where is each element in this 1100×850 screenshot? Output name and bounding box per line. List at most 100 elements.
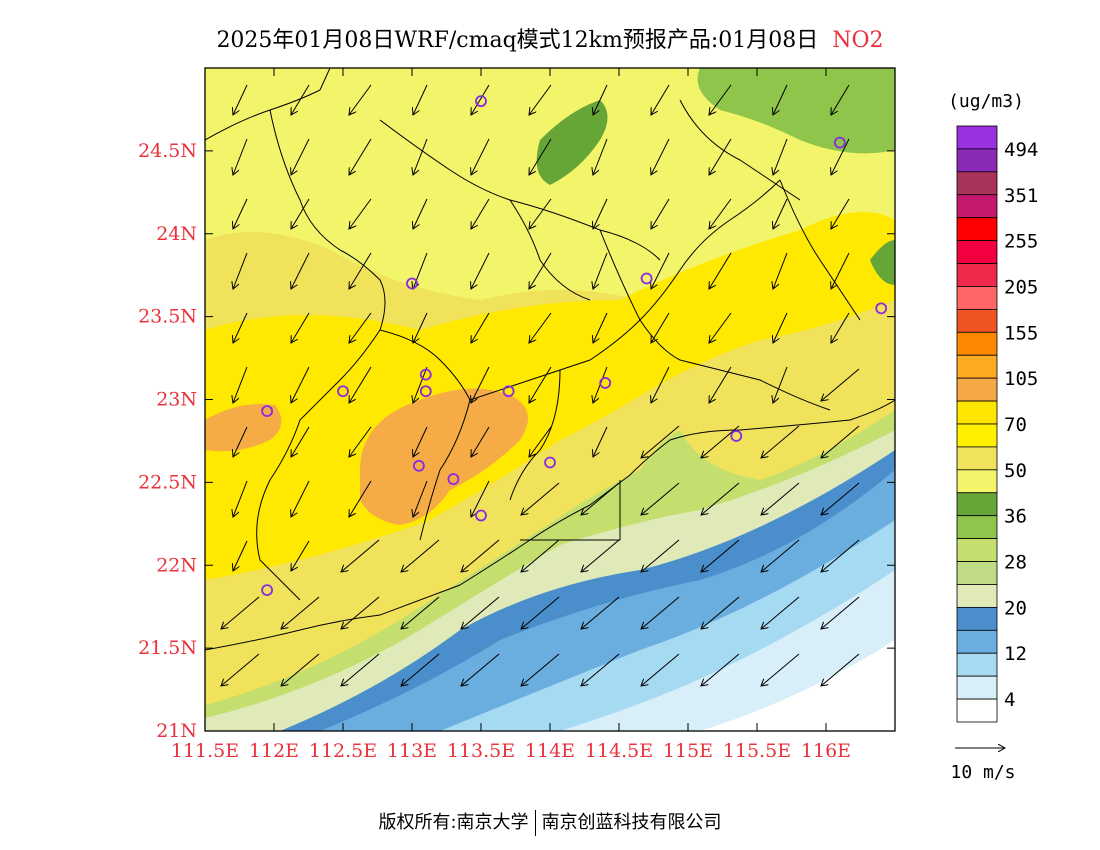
wind-arrow: [641, 653, 680, 686]
colorbar-swatch: [956, 331, 998, 356]
wind-arrow: [291, 312, 310, 343]
wind-arrow: [349, 198, 372, 229]
y-tick-label: 22.5N: [138, 471, 197, 493]
wind-arrow: [709, 138, 732, 175]
colorbar-swatch: [956, 263, 998, 287]
wind-arrow: [821, 653, 860, 686]
colorbar-swatch: [956, 469, 998, 494]
colorbar-swatch: [956, 446, 998, 471]
colorbar-label: 255: [1004, 231, 1038, 253]
wind-arrow: [773, 198, 788, 229]
wind-arrow: [701, 596, 740, 629]
city-marker: [261, 405, 274, 418]
x-tick-label: 113E: [387, 740, 437, 762]
wind-arrow: [581, 539, 620, 572]
city-marker: [419, 368, 432, 381]
footer-left: 版权所有:南京大学: [378, 812, 529, 833]
green-northeast-region: [697, 68, 895, 154]
city-marker: [406, 277, 418, 290]
wind-arrow: [471, 198, 490, 229]
wind-arrow: [821, 368, 860, 401]
wind-arrow: [593, 84, 608, 115]
city-marker: [475, 95, 487, 108]
wind-arrow: [221, 596, 260, 629]
wind-arrow: [529, 84, 552, 115]
wind-arrow: [521, 653, 560, 686]
wind-arrow: [291, 366, 310, 403]
wind-arrow: [641, 482, 680, 515]
admin-boundaries: [205, 68, 861, 601]
wind-arrow: [471, 366, 490, 403]
y-tick-label: 21.5N: [138, 637, 197, 659]
wind-arrow: [821, 482, 860, 515]
wind-arrow: [233, 84, 248, 115]
wind-arrow: [831, 138, 850, 175]
wind-arrow: [821, 596, 860, 629]
wind-arrow: [349, 480, 372, 517]
y-axis-labels: 24.5N 24N 23.5N 23N 22.5N 22N 21.5N 21N: [138, 140, 197, 742]
wind-arrow: [581, 653, 620, 686]
green-north-region: [536, 100, 608, 185]
colorbar-swatch: [956, 561, 998, 585]
x-tick-label: 114.5E: [585, 740, 653, 762]
wind-arrow: [831, 312, 850, 343]
wind-arrow: [821, 539, 860, 572]
y-tick-label: 24.5N: [138, 140, 197, 162]
wind-arrow: [291, 138, 310, 175]
wind-arrow: [461, 539, 500, 572]
orange-hotspot-region: [360, 388, 528, 525]
footer-right: 南京创蓝科技有限公司: [541, 812, 722, 833]
x-tick-label: 111.5E: [171, 740, 239, 762]
colorbar-label: 28: [1004, 552, 1027, 574]
colorbar-label: 205: [1004, 276, 1038, 298]
y-tick-label: 21N: [156, 720, 197, 742]
wind-arrow: [651, 138, 670, 175]
wind-arrow: [233, 312, 248, 343]
city-marker: [261, 584, 274, 597]
wind-arrow: [291, 252, 310, 289]
x-tick-label: 115E: [663, 740, 713, 762]
wind-arrow: [471, 138, 490, 175]
wind-arrow: [281, 596, 320, 629]
colorbar-swatch: [956, 492, 998, 517]
colorbar-swatch: [956, 515, 998, 540]
wind-arrow: [529, 426, 552, 457]
wind-arrow: [761, 653, 800, 686]
wind-arrow: [341, 653, 380, 686]
footer-separator: [534, 810, 536, 836]
colorbar-swatch: [956, 423, 998, 448]
wind-arrow: [291, 540, 310, 571]
wind-arrow: [461, 653, 500, 686]
city-markers: [261, 95, 888, 597]
wind-arrow: [529, 138, 552, 175]
wind-arrow: [349, 252, 372, 289]
wind-arrow: [651, 198, 670, 229]
wind-arrow: [233, 198, 248, 229]
city-marker: [475, 509, 487, 522]
axis-ticks: [204, 68, 895, 732]
wind-arrow: [529, 366, 552, 403]
colorbar-swatch: [956, 400, 998, 425]
wind-arrow: [233, 426, 248, 457]
concentration-field: [205, 68, 895, 731]
x-axis-labels: 111.5E 112E 112.5E 113E 113.5E 114E 114.5E 115E…: [171, 740, 851, 762]
colorbar-unit: (ug/m3): [948, 91, 1024, 112]
colorbar-label: 105: [1004, 368, 1038, 390]
wind-arrow: [233, 366, 248, 403]
x-tick-label: 113.5E: [447, 740, 515, 762]
wind-arrow: [709, 198, 732, 229]
wind-arrow: [413, 426, 428, 457]
wind-arrow: [709, 312, 732, 343]
wind-arrow: [349, 138, 372, 175]
colorbar-label: 20: [1004, 597, 1027, 619]
city-marker: [544, 456, 556, 469]
wind-arrow: [233, 252, 248, 289]
wind-arrow: [761, 425, 800, 458]
colorbar-swatch: [956, 217, 998, 242]
wind-arrow: [233, 540, 248, 571]
wind-arrow: [233, 138, 248, 175]
colorbar-label: 155: [1004, 322, 1038, 344]
colorbar-swatch: [956, 629, 998, 654]
colorbar-label: 12: [1004, 643, 1027, 665]
wind-arrow: [341, 539, 380, 572]
